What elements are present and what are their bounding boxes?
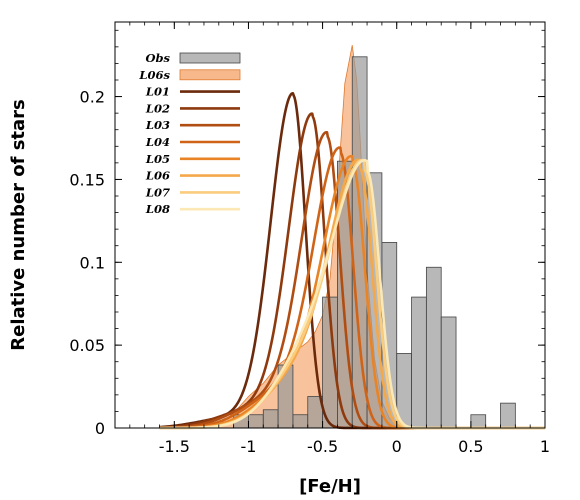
histogram-bar [351,56,368,429]
x-tick-label: 0 [392,437,402,456]
histogram-bar [292,414,309,429]
legend-label-obs: Obs [145,51,170,65]
y-tick-label: 0.05 [69,336,105,355]
x-tick-label: 1 [540,437,550,456]
legend-label-l07: L07 [145,185,170,199]
legend-label-l06: L06 [145,169,170,183]
histogram-bar [411,296,427,429]
legend-label-l04: L04 [145,135,170,149]
y-tick-label: 0.2 [80,88,105,107]
legend-label-l02: L02 [145,101,170,115]
histogram-bar [470,414,487,429]
histogram-layer [233,56,516,429]
histogram-bar [425,266,442,429]
x-tick-label: -1 [240,437,256,456]
legend-label-l01: L01 [145,85,170,99]
histogram-bar [248,414,264,429]
x-tick-label: 0.5 [458,437,483,456]
x-tick-label: -0.5 [307,437,338,456]
y-tick-label: 0.15 [69,170,105,189]
histogram-bar [262,409,279,429]
y-tick-label: 0 [95,419,105,438]
legend: Obs L06s L01 L02 L03 L04 L05 L06 L07 L08 [138,51,241,216]
legend-label-l08: L08 [145,202,170,216]
histogram-bar [440,316,457,429]
legend-swatch-obs [179,52,241,64]
histogram-bar [500,402,516,429]
axes: -1.5 -1 -0.5 0 0.5 1 0 0.05 0.1 0.15 0.2 [69,21,550,456]
legend-label-l06s: L06s [138,68,170,82]
y-tick-label: 0.1 [80,253,105,272]
legend-swatch-l06s [179,69,241,81]
plot-frame [114,21,546,429]
x-tick-label: -1.5 [159,437,190,456]
y-axis-title: Relative number of stars [8,99,29,351]
legend-label-l03: L03 [145,118,170,132]
legend-label-l05: L05 [145,152,170,166]
x-axis-title: [Fe/H] [299,476,361,497]
